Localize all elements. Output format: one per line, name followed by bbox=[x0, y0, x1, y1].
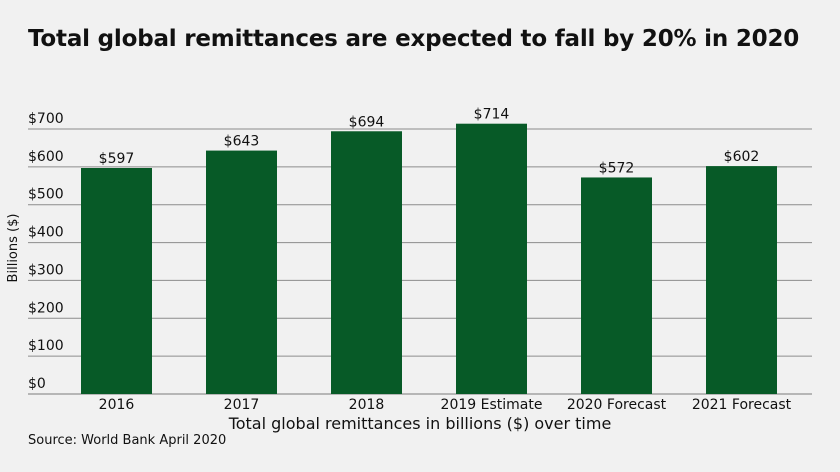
bar bbox=[581, 177, 652, 394]
y-tick-label: $100 bbox=[28, 338, 64, 354]
bar bbox=[706, 166, 777, 394]
source-note: Source: World Bank April 2020 bbox=[28, 433, 227, 448]
y-tick-label: $300 bbox=[28, 262, 64, 278]
bar bbox=[331, 131, 402, 394]
y-tick-label: $0 bbox=[28, 376, 46, 392]
x-tick-label: 2021 Forecast bbox=[692, 397, 792, 413]
x-tick-label: 2018 bbox=[349, 397, 385, 413]
y-tick-label: $700 bbox=[28, 111, 64, 127]
x-tick-label: 2017 bbox=[224, 397, 260, 413]
x-tick-label: 2020 Forecast bbox=[567, 397, 667, 413]
y-axis-title: Billions ($) bbox=[6, 214, 21, 283]
y-tick-label: $600 bbox=[28, 149, 64, 165]
bar bbox=[206, 150, 277, 394]
bar-value-label: $694 bbox=[349, 114, 385, 130]
bar-value-label: $643 bbox=[224, 134, 260, 150]
bar bbox=[456, 123, 527, 394]
y-tick-label: $500 bbox=[28, 187, 64, 203]
bar-value-label: $597 bbox=[99, 151, 135, 167]
x-tick-label: 2016 bbox=[99, 397, 135, 413]
chart-title: Total global remittances are expected to… bbox=[28, 26, 800, 52]
x-tick-label: 2019 Estimate bbox=[441, 397, 543, 413]
x-axis-title: Total global remittances in billions ($)… bbox=[228, 414, 612, 433]
bar-value-label: $572 bbox=[599, 160, 635, 176]
y-tick-label: $200 bbox=[28, 300, 64, 316]
bar-value-label: $714 bbox=[474, 107, 510, 123]
bar-value-label: $602 bbox=[724, 149, 760, 165]
bar bbox=[81, 167, 152, 394]
y-tick-label: $400 bbox=[28, 225, 64, 241]
